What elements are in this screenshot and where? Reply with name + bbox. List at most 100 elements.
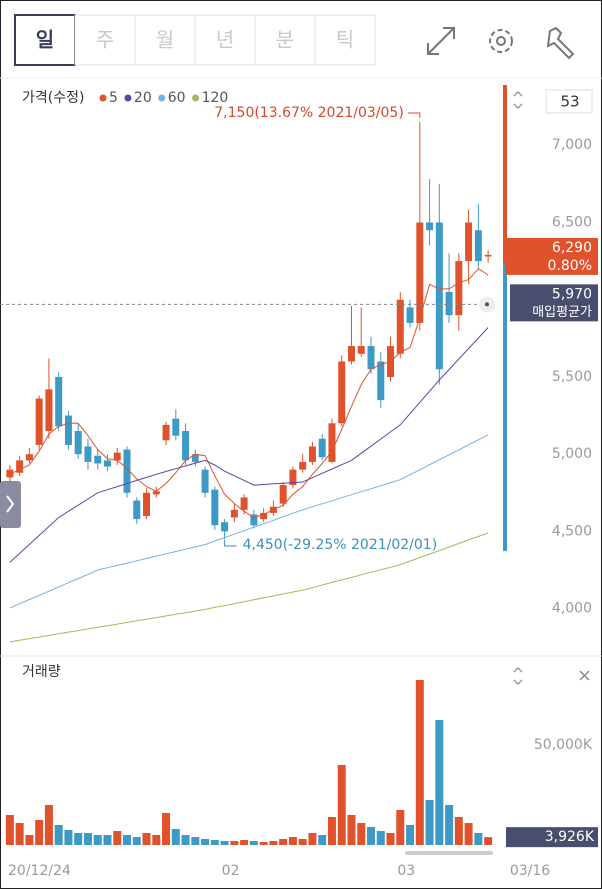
avg-price-label: 5,970 — [552, 286, 592, 302]
candle-body — [445, 291, 453, 316]
candle-body — [45, 389, 53, 432]
volume-bar — [15, 823, 24, 845]
y-tick-label: 50,000K — [534, 737, 593, 753]
volume-bar — [230, 841, 239, 845]
candle-body — [103, 460, 111, 467]
candle-body — [240, 497, 248, 510]
volume-bar — [64, 830, 73, 845]
volume-bar — [425, 800, 434, 845]
volume-bar — [269, 841, 278, 845]
count-box[interactable] — [545, 89, 593, 114]
tab[interactable] — [254, 14, 316, 66]
candle-body — [182, 431, 190, 461]
y-tick-label: 4,000 — [552, 601, 592, 617]
volume-bar — [123, 835, 131, 845]
tab-label[interactable]: 주 — [96, 28, 114, 52]
ma-line — [9, 327, 489, 563]
x-tick-label: 20/12/24 — [8, 863, 71, 879]
legend-dot — [124, 94, 132, 102]
volume-bar — [406, 825, 415, 845]
volume-bar — [484, 837, 493, 845]
volume-bar — [171, 829, 180, 845]
candle-body — [143, 492, 151, 516]
tools-icon[interactable] — [546, 26, 575, 60]
volume-bar — [152, 835, 161, 845]
tab-label[interactable]: 월 — [156, 28, 174, 52]
volume-bar — [142, 833, 151, 845]
spinner[interactable] — [513, 90, 523, 110]
range-bar-down — [503, 263, 507, 551]
candle-body — [455, 261, 463, 316]
volume-bar — [5, 815, 14, 845]
y-tick-label: 5,000 — [552, 446, 592, 462]
low-marker — [224, 540, 237, 547]
legend-dot — [192, 94, 200, 102]
tab[interactable] — [14, 14, 76, 66]
x-tick-label: 02 — [222, 863, 240, 879]
tab[interactable] — [74, 14, 136, 66]
candle-body — [74, 431, 82, 455]
candle-body — [25, 454, 33, 461]
ma-line — [9, 268, 489, 519]
close-icon[interactable] — [579, 670, 590, 681]
candle-body — [279, 485, 287, 504]
volume-bar — [259, 842, 268, 845]
legend-label: 120 — [202, 90, 229, 106]
x-tick-label: 03 — [397, 863, 415, 879]
tab[interactable] — [134, 14, 196, 66]
candle-body — [328, 423, 336, 462]
candle-body — [133, 500, 141, 520]
candle-body — [465, 222, 473, 262]
volume-bar — [298, 839, 307, 845]
candle-body — [484, 254, 492, 257]
legend-dot — [158, 94, 166, 102]
candle-body — [435, 222, 443, 370]
tab-label[interactable]: 분 — [276, 28, 294, 52]
expand-icon[interactable] — [427, 27, 455, 55]
candle-body — [299, 461, 307, 470]
volume-bar — [181, 835, 190, 845]
volume-title: 거래량 — [22, 664, 61, 680]
y-tick-label: 6,500 — [552, 214, 592, 230]
scrollbar[interactable] — [405, 851, 493, 855]
volume-bar — [83, 833, 92, 845]
candle-body — [211, 489, 219, 526]
y-tick-label: 4,500 — [552, 523, 592, 539]
range-bar-up — [503, 85, 507, 263]
y-tick-label: 5,500 — [552, 369, 592, 385]
tab[interactable] — [314, 14, 376, 66]
tab-label[interactable]: 일 — [36, 28, 54, 52]
price-tag-label: 6,290 — [552, 240, 592, 256]
period-count[interactable]: 53 — [560, 93, 579, 111]
candle-body — [308, 446, 316, 462]
candle-body — [396, 299, 404, 354]
settings-icon[interactable] — [489, 29, 513, 53]
low-annotation: 4,450(-29.25% 2021/02/01) — [243, 537, 438, 553]
price-tag-box — [505, 237, 598, 275]
tab-label[interactable]: 틱 — [336, 28, 354, 52]
candle-body — [64, 415, 72, 445]
legend-title: 가격(수정) — [22, 90, 84, 106]
volume-bar — [74, 833, 83, 845]
volume-bar — [44, 805, 53, 845]
tab[interactable] — [194, 14, 256, 66]
candle-body — [347, 346, 355, 362]
candle-body — [426, 222, 434, 231]
side-handle[interactable] — [0, 481, 21, 528]
candle-body — [172, 418, 180, 436]
volume-bar — [240, 840, 249, 845]
volume-last-label: 3,926K — [545, 829, 595, 845]
volume-spinner[interactable] — [513, 666, 523, 686]
avg-price-text: 매입평균가 — [532, 305, 592, 320]
volume-bar — [288, 837, 297, 845]
tab-label[interactable]: 년 — [216, 28, 234, 52]
candle-body — [289, 469, 297, 486]
candle-body — [123, 449, 131, 493]
ma-line — [9, 532, 489, 643]
volume-bar — [464, 823, 473, 845]
candle-body — [113, 452, 121, 461]
candle-body — [474, 230, 482, 262]
side-arrow[interactable] — [6, 495, 15, 513]
avg-price-box — [510, 284, 598, 322]
